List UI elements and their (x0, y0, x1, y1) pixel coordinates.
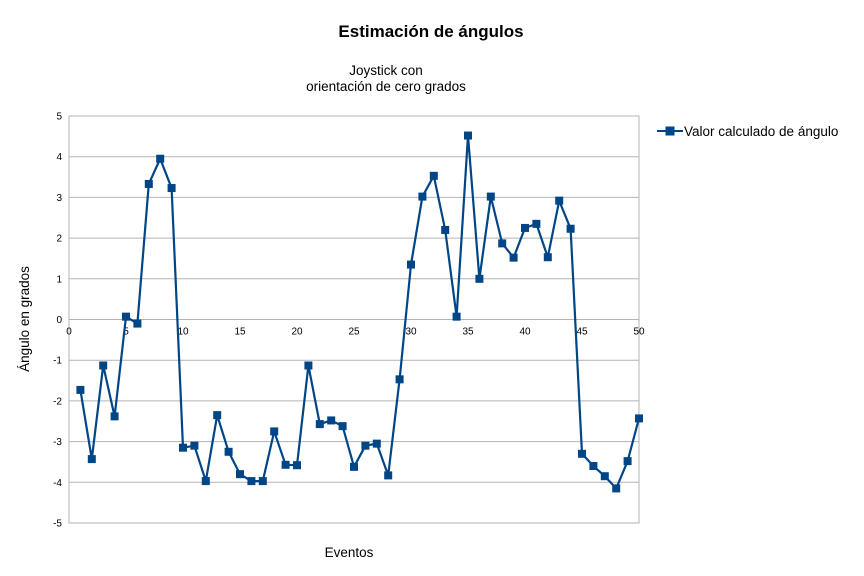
data-point (578, 449, 586, 458)
data-point (635, 414, 643, 423)
data-point (566, 224, 575, 233)
data-point (156, 154, 165, 163)
data-point (418, 192, 427, 201)
y-tick-label: -1 (53, 356, 62, 367)
data-point (201, 477, 210, 486)
series-line (79, 134, 641, 490)
x-tick-label: 10 (177, 327, 189, 338)
data-point (304, 361, 313, 370)
y-tick-label: 3 (56, 193, 62, 204)
data-point (407, 260, 415, 269)
data-point (99, 361, 108, 370)
data-point (475, 274, 484, 283)
data-point (521, 223, 529, 232)
data-point (509, 253, 518, 262)
y-axis-label: Ángulo en grados (17, 266, 32, 372)
data-point (395, 375, 404, 384)
data-point (315, 420, 324, 429)
legend-marker-swatch (665, 126, 675, 136)
chart-title: Estimación de ángulos (338, 22, 523, 41)
y-tick-label: 2 (56, 234, 62, 245)
data-point (258, 477, 267, 486)
data-point (350, 462, 358, 471)
x-axis-label: Eventos (325, 545, 374, 560)
data-point (384, 471, 393, 480)
data-point (179, 443, 187, 452)
data-point (486, 192, 495, 201)
y-tick-label: 4 (56, 152, 62, 163)
y-tick-label: -5 (53, 519, 62, 530)
data-point (133, 319, 142, 328)
data-point (224, 447, 233, 456)
legend-label: Valor calculado de ángulo (684, 124, 838, 139)
data-point (372, 439, 381, 448)
data-point (338, 422, 347, 431)
x-tick-label: 50 (633, 327, 645, 338)
y-tick-label: -3 (53, 437, 62, 448)
data-point (213, 411, 222, 420)
x-tick-label: 5 (123, 327, 129, 338)
data-point (612, 484, 621, 493)
data-point (270, 427, 279, 436)
data-point (110, 412, 119, 421)
plot-area (68, 115, 640, 524)
x-tick-label: 30 (405, 327, 417, 338)
x-tick-label: 15 (234, 327, 246, 338)
data-point (167, 184, 176, 193)
y-tick-label: -4 (53, 478, 62, 489)
y-tick-label: 5 (56, 112, 62, 123)
data-point (543, 253, 552, 262)
chart-subtitle-line-2: orientación de cero grados (306, 79, 466, 94)
data-point (293, 461, 301, 470)
data-point (122, 312, 130, 321)
data-point (281, 460, 290, 469)
data-point (76, 385, 85, 394)
y-tick-label: 1 (56, 274, 62, 285)
x-axis-ticks: 0 5 10 15 20 25 30 35 40 45 50 (66, 327, 645, 338)
data-point (600, 472, 609, 481)
x-tick-label: 45 (576, 327, 588, 338)
y-tick-label: -2 (53, 396, 62, 407)
legend: Valor calculado de ángulo (657, 124, 838, 139)
gridlines (69, 115, 639, 524)
x-tick-label: 35 (462, 327, 474, 338)
x-tick-label: 0 (66, 327, 72, 338)
y-axis-ticks: 5 4 3 2 1 0 -1 -2 -3 -4 -5 (53, 112, 62, 530)
data-point (441, 225, 450, 234)
data-point (452, 312, 461, 321)
data-point (498, 239, 507, 248)
y-tick-label: 0 (56, 315, 62, 326)
chart-subtitle-line-1: Joystick con (349, 63, 423, 78)
data-point (532, 219, 541, 228)
data-point (429, 171, 438, 180)
series-layer (76, 131, 643, 493)
x-tick-label: 40 (519, 327, 531, 338)
data-point (87, 455, 96, 464)
x-tick-label: 25 (348, 327, 360, 338)
data-point (327, 416, 336, 425)
data-point (555, 196, 564, 205)
data-point (361, 441, 370, 450)
data-point (247, 477, 256, 486)
x-tick-label: 20 (291, 327, 303, 338)
data-point (144, 179, 153, 188)
data-point (623, 457, 632, 466)
data-point (190, 441, 199, 450)
data-point (464, 131, 472, 140)
data-point (236, 470, 244, 479)
data-point (589, 462, 598, 471)
